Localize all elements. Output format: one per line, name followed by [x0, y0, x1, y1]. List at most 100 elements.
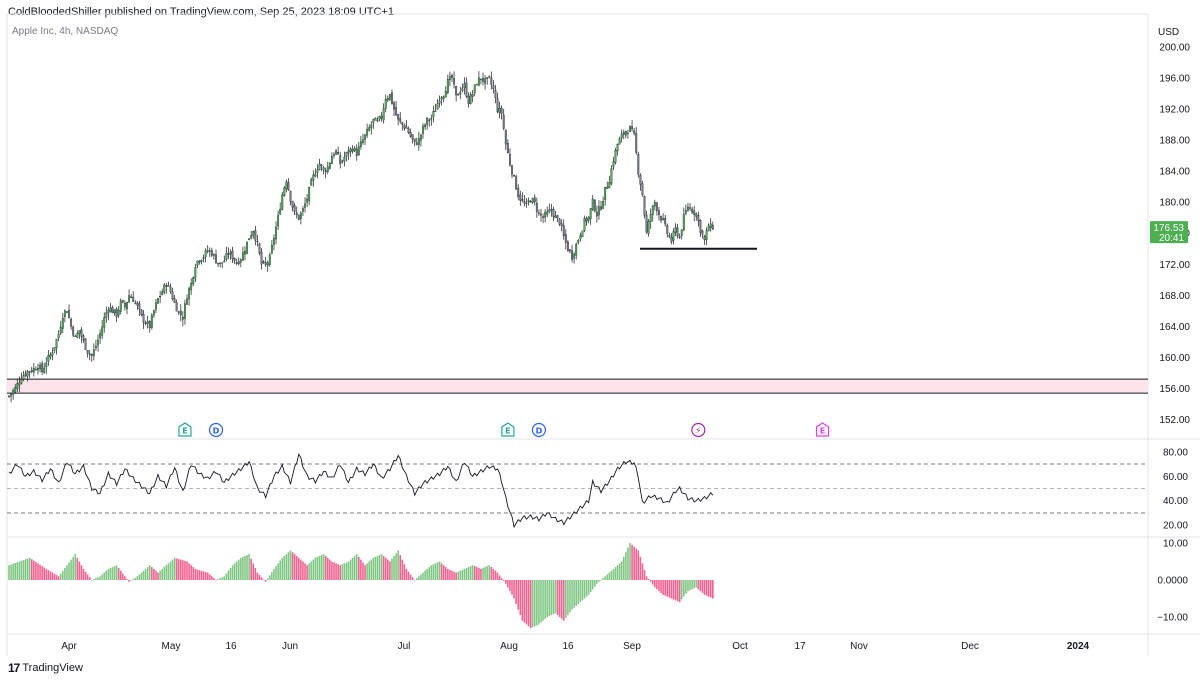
histogram-bar — [82, 568, 85, 580]
candle — [372, 118, 375, 129]
candle-body — [525, 202, 528, 204]
histogram-bar — [536, 580, 538, 626]
event-marker-future_earnings[interactable]: E — [815, 422, 830, 437]
candle — [604, 187, 607, 206]
histogram-bar — [353, 555, 356, 580]
candle — [132, 291, 135, 303]
histogram-bar — [550, 580, 553, 616]
candle-body — [593, 199, 596, 212]
histogram-bar — [258, 574, 261, 580]
candle-body — [496, 98, 499, 112]
candle-body — [90, 354, 93, 356]
candle — [480, 78, 482, 85]
candle — [649, 208, 652, 229]
histogram-bar — [128, 580, 130, 582]
split-icon[interactable] — [691, 422, 706, 438]
candle — [343, 151, 346, 167]
symbol-title[interactable]: Apple Inc, 4h, NASDAQ — [12, 26, 119, 37]
histogram-bar — [701, 580, 704, 593]
candle-body — [587, 216, 590, 221]
price-axis[interactable]: 200.00 196.00 192.00 188.00 184.00 180.00 176.… — [1150, 43, 1190, 624]
candle-body — [30, 369, 33, 372]
candle — [622, 129, 625, 140]
candle-body — [465, 82, 468, 97]
candle-body — [678, 236, 681, 238]
candle-body — [82, 335, 85, 341]
histogram-bar — [540, 580, 542, 623]
event-markers[interactable]: E D E D ⚡ E — [178, 422, 830, 438]
zone-fill[interactable] — [7, 379, 1148, 394]
histogram-bar — [631, 544, 633, 580]
candle-body — [136, 302, 139, 306]
candle — [275, 221, 277, 245]
dividend-icon[interactable] — [208, 422, 224, 438]
candle — [595, 205, 598, 223]
event-marker-split[interactable]: ⚡ — [691, 422, 706, 438]
candle — [558, 217, 561, 227]
candle — [606, 181, 609, 189]
histogram-bar — [175, 558, 178, 580]
earnings-icon[interactable] — [501, 422, 515, 437]
candle — [666, 223, 669, 238]
candle-body — [655, 202, 658, 212]
candle-body — [556, 214, 559, 218]
candle-body — [181, 316, 184, 320]
candle-body — [581, 230, 584, 238]
histogram-bar — [273, 568, 275, 580]
histogram-bar — [186, 561, 188, 580]
histogram-bar — [620, 561, 623, 580]
candle — [629, 125, 631, 132]
candle — [676, 224, 679, 239]
histogram-bar — [401, 559, 404, 580]
candle-body — [535, 202, 538, 212]
histogram-bar — [548, 580, 551, 617]
candle-body — [637, 154, 640, 175]
candle-body — [144, 322, 147, 325]
time-tick-label: Nov — [850, 641, 868, 652]
event-marker-earnings[interactable]: E — [501, 422, 515, 437]
tradingview-footer[interactable]: 17 TradingView — [8, 661, 83, 675]
histogram-bar — [70, 559, 72, 580]
candle — [461, 83, 464, 93]
histogram-bar — [622, 556, 625, 580]
event-marker-dividend[interactable]: D — [208, 422, 224, 438]
candle — [624, 130, 627, 139]
candle — [337, 146, 340, 155]
histogram-bar — [618, 563, 621, 580]
future_earnings-icon[interactable] — [815, 422, 830, 437]
candle — [241, 246, 244, 261]
candle-body — [604, 187, 607, 201]
histogram-bar — [486, 566, 488, 580]
candle-body — [492, 85, 495, 89]
candle-body — [620, 133, 623, 139]
histogram-bar — [161, 568, 163, 580]
histogram-bar — [300, 559, 302, 580]
demand-zone[interactable] — [7, 378, 1148, 394]
price-tick-label: 164.00 — [1159, 322, 1190, 333]
time-axis[interactable]: Apr May 16 Jun Jul Aug 16 Sep Oct 17 Nov Dec 2024 — [61, 641, 1089, 652]
candle-body — [668, 235, 671, 237]
histogram-bar — [233, 563, 236, 580]
histogram-bar — [252, 563, 255, 580]
event-marker-dividend[interactable]: D — [531, 422, 547, 438]
histogram-bar — [91, 580, 93, 581]
event-marker-earnings[interactable]: E — [178, 422, 192, 437]
candle — [631, 120, 634, 132]
histogram-bar — [670, 580, 673, 599]
earnings-icon[interactable] — [178, 422, 192, 437]
histogram-bar — [302, 561, 304, 580]
histogram-bar — [113, 566, 116, 580]
dividend-icon[interactable] — [531, 422, 547, 438]
candle-body — [14, 387, 17, 393]
histogram-bar — [167, 563, 170, 580]
candle-body — [660, 216, 663, 221]
histogram-bar — [484, 567, 486, 580]
histogram-bar — [177, 559, 180, 580]
candle-body — [370, 124, 373, 129]
candle-body — [359, 141, 362, 147]
histogram-bar — [231, 565, 234, 580]
histogram-bar — [515, 580, 517, 605]
histogram-bar — [74, 554, 77, 580]
